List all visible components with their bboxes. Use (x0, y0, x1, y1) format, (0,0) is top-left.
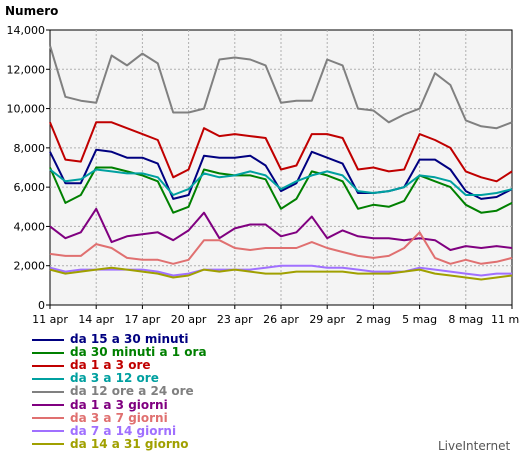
legend-label: da 14 a 31 giorno (70, 436, 189, 451)
legend: da 15 a 30 minuti da 30 minuti a 1 ora da … (32, 333, 207, 451)
series-line-6 (49, 207, 513, 251)
legend-item: da 30 minuti a 1 ora (32, 346, 207, 359)
legend-label: da 30 minuti a 1 ora (70, 345, 207, 360)
legend-swatch (32, 404, 64, 407)
x-tick-label: 17 apr (125, 313, 161, 326)
legend-swatch (32, 364, 64, 367)
legend-swatch (32, 338, 64, 341)
y-tick-label: 14,000 (7, 24, 46, 37)
y-tick-label: 6,000 (14, 181, 46, 194)
y-tick-label: 8,000 (14, 142, 46, 155)
series-line-5 (49, 45, 513, 130)
legend-item: da 3 a 7 giorni (32, 410, 207, 425)
legend-item: da 15 a 30 minuti (32, 333, 207, 346)
legend-swatch (32, 390, 64, 393)
series-line-9 (49, 266, 513, 281)
legend-item: da 12 ore a 24 ore (32, 385, 207, 398)
legend-item: da 14 a 31 giorno (32, 436, 207, 451)
legend-item: da 3 a 12 ore (32, 372, 207, 385)
legend-item: da 1 a 3 ore (32, 359, 207, 372)
series-line-2 (49, 166, 513, 214)
legend-swatch (32, 430, 64, 433)
x-tick-label: 11 apr (32, 313, 68, 326)
legend-item: da 1 a 3 giorni (32, 398, 207, 411)
legend-swatch (32, 443, 64, 446)
legend-label: da 12 ore a 24 ore (70, 384, 194, 399)
legend-label: da 7 a 14 giorni (70, 423, 177, 438)
y-tick-label: 12,000 (7, 63, 46, 76)
x-tick-label: 29 apr (309, 313, 345, 326)
liveinternet-brand: LiveInternet (438, 439, 511, 453)
y-axis-label: Numero (5, 4, 58, 18)
x-tick-label: 23 apr (217, 313, 253, 326)
series-line-3 (49, 121, 513, 183)
x-tick-label: 14 apr (78, 313, 114, 326)
x-tick-label: 5 mag (402, 313, 437, 326)
legend-swatch (32, 377, 64, 380)
x-tick-label: 8 mag (448, 313, 483, 326)
y-tick-label: 10,000 (7, 103, 46, 116)
legend-swatch (32, 351, 64, 354)
y-ticks: 0 2,000 4,000 6,000 8,000 10,000 12,000 14,000 (7, 24, 50, 312)
x-tick-label: 11 mag (491, 313, 520, 326)
legend-label: da 3 a 12 ore (70, 371, 159, 386)
legend-item: da 7 a 14 giorni (32, 423, 207, 438)
y-tick-label: 2,000 (14, 260, 46, 273)
y-tick-label: 4,000 (14, 220, 46, 233)
legend-label: da 3 a 7 giorni (70, 410, 168, 425)
y-tick-label: 0 (38, 299, 45, 312)
x-tick-label: 2 mag (356, 313, 391, 326)
legend-swatch (32, 417, 64, 420)
legend-label: da 15 a 30 minuti (70, 332, 189, 347)
series-line-7 (49, 231, 513, 265)
legend-label: da 1 a 3 ore (70, 358, 151, 373)
series-lines (49, 45, 513, 281)
line-chart: Numero 0 2,000 4,000 6,000 8,000 10,000 12,000… (5, 4, 520, 326)
series-line-1 (49, 148, 513, 200)
series-line-4 (49, 168, 513, 196)
legend-label: da 1 a 3 giorni (70, 397, 168, 412)
x-tick-label: 26 apr (263, 313, 299, 326)
x-tick-label: 20 apr (171, 313, 207, 326)
x-ticks: 11 apr 14 apr 17 apr 20 apr 23 apr 26 apr 29 a… (32, 305, 520, 326)
